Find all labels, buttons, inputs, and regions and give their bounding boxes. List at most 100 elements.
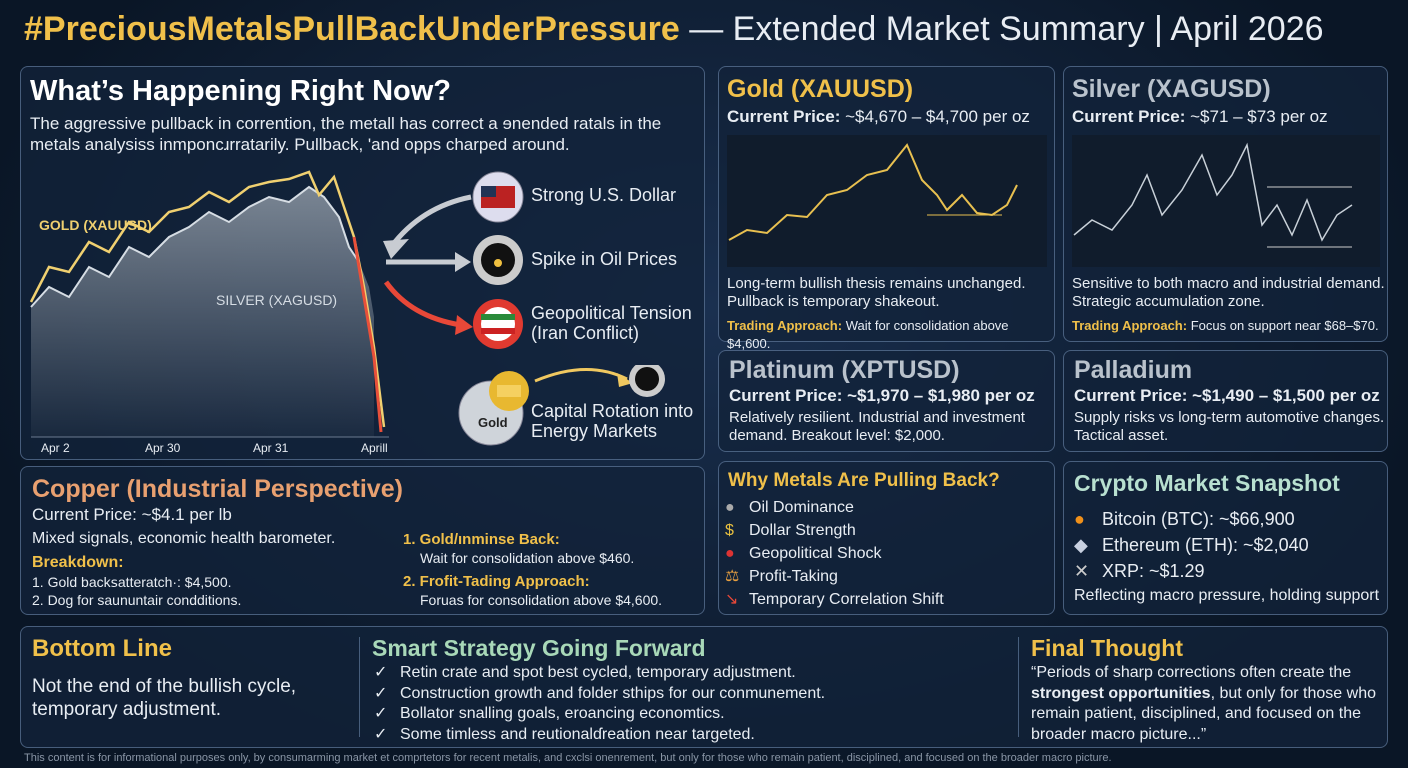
crypto-text: XRP: ~$1.29	[1102, 561, 1205, 581]
line: Strategic accumulation zone.	[1072, 293, 1265, 310]
copper-card: Copper (Industrial Perspective) Current …	[20, 466, 705, 615]
price-label: Current Price:	[729, 386, 843, 405]
price: Current Price: ~$4,670 – $4,700 per oz	[727, 107, 1030, 127]
copper-text: Mixed signals, economic health barometer…	[32, 530, 336, 547]
crypto-item: ◆ Ethereum (ETH): ~$2,040	[1074, 535, 1309, 555]
why-text: Temporary Correlation Shift	[749, 591, 944, 608]
why-item: ⚖ Profit-Taking	[725, 568, 838, 585]
price: Current Price: ~$1,970 – $1,980 per oz	[729, 386, 1035, 406]
footer: This content is for informational purpos…	[24, 752, 1112, 764]
why-text: Profit-Taking	[749, 568, 838, 585]
quote-part: , but only for those who remain patient,…	[1031, 684, 1376, 743]
price-value: ~$1,490 – $1,500 per oz	[1192, 386, 1380, 405]
why-item: $ Dollar Strength	[725, 522, 856, 539]
gold-line	[29, 170, 386, 428]
price-value: ~$71 – $73 per oz	[1190, 107, 1328, 126]
why-text: Geopolitical Shock	[749, 545, 882, 562]
step-text: Foruas for consolidation above $4,600.	[420, 592, 663, 608]
strategy-item: ✓ Retin crate and spot best cycled, tempo…	[374, 664, 796, 681]
approach-text: Focus on support near $68–$70.	[1190, 318, 1379, 333]
crypto-item: ● Bitcoin (BTC): ~$66,900	[1074, 509, 1295, 529]
driver-icons	[472, 171, 524, 349]
strategy-list: ✓ Retin crate and spot best cycled, tempo…	[374, 663, 826, 745]
line: Long-term bullish thesis remains unchang…	[727, 275, 1026, 292]
strategy-text: Construction growth and folder sthips fo…	[400, 684, 826, 702]
x-label: Apr 2	[41, 441, 70, 455]
platinum-card: Platinum (XPTUSD) Current Price: ~$1,970…	[718, 350, 1055, 452]
card-title: Platinum (XPTUSD)	[729, 356, 960, 384]
why-item: ● Oil Dominance	[725, 499, 854, 516]
bottom-panel: Bottom Line Not the end of the bullish c…	[20, 626, 1388, 748]
intro: The aggressive pullback in corrention, t…	[30, 114, 662, 154]
title: — Extended Market Summary | April 2026	[689, 10, 1324, 48]
gold-chart	[727, 135, 1047, 267]
divider	[359, 637, 360, 737]
silver-line	[30, 185, 360, 308]
x-label: Apr 31	[253, 441, 289, 455]
step-title: 2. Frofit-Tading Approach:	[403, 573, 590, 590]
strategy-item: ✓ Bollator snalling goals, eroancing econ…	[374, 705, 725, 722]
line: Pullback is temporary shakeout.	[727, 293, 940, 310]
silver-area	[31, 187, 374, 437]
line: Tactical asset.	[1074, 427, 1169, 444]
breakdown-item: 1. Gold backꜱatteratch·: $4,500.	[32, 574, 232, 590]
final-quote: “Periods of sharp corrections often crea…	[1031, 663, 1386, 745]
divider	[1018, 637, 1019, 737]
why-text: Dollar Strength	[749, 522, 856, 539]
why-text: Oil Dominance	[749, 499, 854, 516]
strategy-item: ✓ Some timless and reutionalɗreation near…	[374, 725, 755, 743]
bottom-text: Not the end of the bullish cycle, tempor…	[32, 676, 297, 720]
approach: Trading Approach: Wait for consolidation…	[727, 317, 1054, 353]
price-label: Current Price:	[1072, 107, 1186, 126]
price: Current Price: ~$1,490 – $1,500 per oz	[1074, 386, 1380, 406]
strategy-text: Retin crate and spot best cycled, tempor…	[400, 664, 796, 681]
strategy-item: ✓ Construction growth and folder sthips f…	[374, 684, 826, 702]
silver-card: Silver (XAGUSD) Current Price: ~$71 – $7…	[1063, 66, 1388, 342]
line: Sensitive to both macro and industrial d…	[1072, 275, 1385, 292]
why-list: ● Oil Dominance $ Dollar Strength ● Geopoli…	[725, 496, 944, 611]
palladium-card: Palladium Current Price: ~$1,490 – $1,50…	[1063, 350, 1388, 452]
final-title: Final Thought	[1031, 635, 1184, 661]
rotation-icon	[458, 365, 665, 446]
silver-label: SILVER (XAGUSD)	[216, 292, 338, 308]
quote-bold: strongest opportunities	[1031, 684, 1211, 702]
approach-text: Wait for consolidation above $4,600.	[727, 318, 1009, 351]
driver: Strong U.S. Dollar	[531, 185, 677, 205]
heading: What’s Happening Right Now?	[30, 75, 451, 107]
arrows	[383, 194, 473, 335]
why-item: ↘ Temporary Correlation Shift	[725, 591, 944, 608]
header: #PreciousMetalsPullBackUnderPressure — E…	[24, 10, 1324, 49]
strategy-text: Bollator snalling goals, eroancing econo…	[400, 705, 725, 722]
drop-arrow	[352, 236, 383, 433]
price: Current Price: ~$4.1 per lb	[32, 505, 232, 525]
card-title: Silver (XAGUSD)	[1072, 75, 1271, 103]
breakdown-item: 2. Dog for saununtair condditions.	[32, 592, 242, 608]
price: Current Price: ~$71 – $73 per oz	[1072, 107, 1328, 127]
step-title: 1. Gold/ınminse Back:	[403, 531, 560, 548]
step-text: Wait for consolidation above $460.	[420, 550, 635, 566]
approach-label: Trading Approach:	[727, 318, 843, 333]
bottom-title: Bottom Line	[32, 635, 172, 662]
gold-label: GOLD (XAUUSD)	[39, 217, 152, 233]
gold-card: Gold (XAUUSD) Current Price: ~$4,670 – $…	[718, 66, 1055, 351]
x-label: Apr 30	[145, 441, 181, 455]
line: Supply risks vs long-term automotive cha…	[1074, 409, 1385, 426]
price-value: ~$4,670 – $4,700 per oz	[845, 107, 1030, 126]
quote-part: “Periods of sharp corrections often crea…	[1031, 664, 1352, 681]
breakdown-title: Breakdown:	[32, 554, 124, 571]
crypto-text: Bitcoin (BTC): ~$66,900	[1102, 509, 1295, 529]
hashtag: #PreciousMetalsPullBackUnderPressure	[24, 10, 680, 48]
gold-icon-label: Gold	[478, 415, 508, 430]
price-value: ~$4.1 per lb	[141, 505, 232, 524]
silver-chart	[1072, 135, 1380, 267]
strategy-title: Smart Strategy Going Forward	[372, 635, 706, 661]
main-panel: What’s Happening Right Now? The aggressi…	[20, 66, 705, 460]
card-title: Copper (Industrial Perspective)	[32, 475, 403, 503]
line: demand. Breakout level: $2,000.	[729, 427, 945, 444]
card-title: Gold (XAUUSD)	[727, 75, 914, 103]
approach-label: Trading Approach:	[1072, 318, 1188, 333]
card-title: Crypto Market Snapshot	[1074, 470, 1340, 496]
strategy-text: Some timless and reutionalɗreation near …	[400, 725, 755, 743]
price-label: Current Price:	[1074, 386, 1188, 405]
